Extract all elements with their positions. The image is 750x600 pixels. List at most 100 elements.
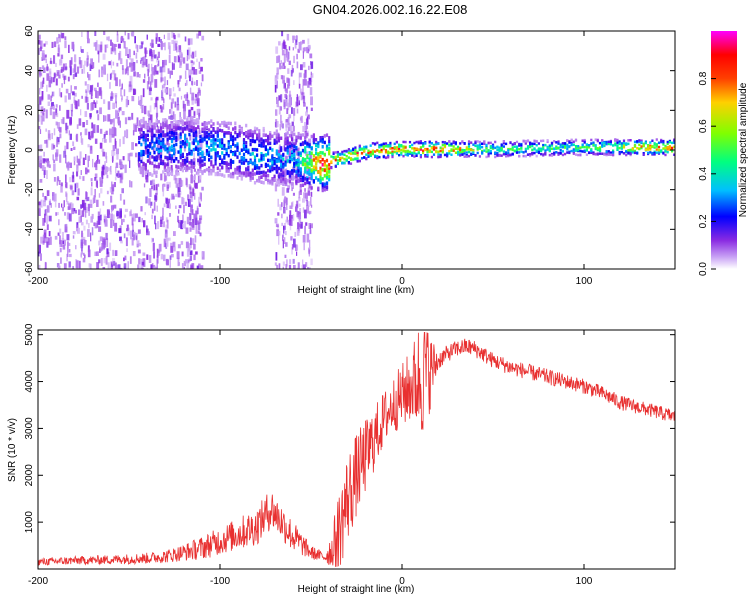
spectrogram-noise-cell	[178, 193, 181, 198]
spectrogram-ridge-cell	[201, 159, 204, 163]
spectrogram-noise-cell	[110, 213, 113, 221]
spectrogram-ridge-cell	[184, 141, 187, 145]
spectrogram-xlabel: Height of straight line (km)	[298, 285, 415, 296]
spectrogram-ridge-cell	[640, 141, 643, 144]
spectrogram-noise-cell	[163, 184, 165, 191]
spectrogram-noise-cell	[294, 43, 297, 49]
spectrogram-noise-cell	[65, 174, 67, 184]
spectrogram-ridge-cell	[223, 146, 226, 151]
spectrogram-noise-cell	[79, 151, 82, 159]
spectrogram-ridge-cell	[186, 139, 189, 144]
spectrogram-noise-cell	[87, 38, 90, 44]
spectrogram-noise-cell	[276, 67, 279, 75]
spectrogram-ridge-cell	[221, 160, 224, 164]
spectrogram-ridge-cell	[515, 148, 519, 152]
spectrogram-noise-cell	[94, 138, 98, 144]
spectrogram-noise-cell	[303, 242, 305, 251]
spectrogram-noise-cell	[38, 201, 41, 206]
spectrogram-noise-cell	[103, 67, 106, 75]
spectrogram-noise-cell	[170, 242, 173, 246]
spectrogram-ridge-cell	[190, 151, 193, 155]
spectrogram-noise-cell	[131, 142, 134, 150]
spectrogram-ridge-cell	[649, 144, 652, 147]
spectrogram-ridge-cell	[339, 153, 342, 156]
spectrogram-ridge-cell	[188, 132, 191, 137]
spectrogram-ridge-cell	[321, 186, 324, 191]
spectrogram-ridge-cell	[280, 165, 283, 169]
spectrogram-noise-cell	[89, 199, 93, 207]
spectrogram-ridge-cell	[548, 149, 551, 152]
spectrogram-ridge-cell	[267, 168, 270, 173]
spectrogram-ridge-cell	[247, 129, 250, 134]
spectrogram-noise-cell	[141, 64, 145, 68]
spectrogram-ridge-cell	[315, 166, 318, 170]
spectrogram-ridge-cell	[275, 140, 278, 144]
spectrogram-noise-cell	[138, 120, 142, 127]
spectrogram-noise-cell	[282, 261, 285, 266]
spectrogram-noise-cell	[277, 198, 279, 207]
spectrogram-ridge-cell	[395, 146, 398, 149]
spectrogram-noise-cell	[139, 130, 142, 135]
spectrogram-ridge-cell	[188, 142, 191, 146]
spectrogram-noise-cell	[115, 166, 117, 174]
spectrogram-ridge-cell	[616, 144, 619, 147]
spectrogram-noise-cell	[186, 55, 189, 62]
spectrogram-ridge-cell	[159, 148, 163, 153]
spectrogram-noise-cell	[84, 111, 88, 117]
spectrogram-noise-cell	[123, 89, 126, 97]
spectrogram-ridge-cell	[216, 172, 219, 177]
spectrogram-noise-cell	[141, 168, 145, 178]
spectrogram-noise-cell	[46, 190, 50, 196]
spectrogram-noise-cell	[148, 255, 152, 263]
spectrogram-noise-cell	[303, 73, 306, 79]
spectrogram-noise-cell	[55, 112, 59, 118]
spectrogram-ridge-cell	[666, 140, 669, 144]
spectrogram-noise-cell	[85, 206, 88, 213]
spectrogram-noise-cell	[86, 58, 89, 66]
spectrogram-noise-cell	[196, 80, 198, 86]
spectrogram-noise-cell	[59, 127, 62, 133]
spectrogram-noise-cell	[308, 46, 310, 52]
spectrogram-ridge-cell	[487, 149, 490, 152]
spectrogram-noise-cell	[140, 95, 143, 104]
spectrogram-noise-cell	[296, 53, 298, 60]
spectrogram-ridge-cell	[498, 149, 501, 153]
spectrogram-noise-cell	[112, 119, 114, 123]
spectrogram-ridge-cell	[566, 143, 569, 147]
spectrogram-noise-cell	[295, 140, 297, 145]
spectrogram-ridge-cell	[398, 143, 401, 147]
spectrogram-noise-cell	[124, 130, 127, 137]
spectrogram-ridge-cell	[321, 188, 324, 193]
spectrogram-noise-cell	[119, 159, 122, 165]
spectrogram-ridge-cell	[138, 140, 141, 145]
spectrogram-noise-cell	[306, 46, 309, 54]
spectrogram-ridge-cell	[319, 151, 322, 155]
spectrogram-ridge-cell	[258, 170, 261, 175]
spectrogram-noise-cell	[151, 67, 155, 75]
spectrogram-noise-cell	[46, 162, 49, 167]
spectrogram-ridge-cell	[140, 166, 143, 171]
spectrogram-ridge-cell	[234, 171, 237, 175]
spectrogram-noise-cell	[81, 68, 83, 74]
spectrogram-ridge-cell	[282, 179, 285, 183]
spectrogram-ridge-cell	[389, 151, 392, 154]
spectrogram-noise-cell	[73, 156, 76, 161]
snr-ytick-label: 5000	[24, 323, 35, 346]
snr-ytick-label: 3000	[24, 417, 35, 440]
spectrogram-ridge-cell	[223, 132, 226, 137]
spectrogram-noise-cell	[56, 177, 58, 186]
spectrogram-noise-cell	[117, 117, 120, 124]
spectrogram-ridge-cell	[286, 159, 289, 163]
spectrogram-ridge-cell	[378, 145, 381, 149]
spectrogram-noise-cell	[291, 244, 294, 250]
spectrogram-ridge-cell	[325, 166, 329, 171]
spectrogram-noise-cell	[106, 44, 109, 49]
spectrogram-noise-cell	[46, 241, 49, 248]
spectrogram-noise-cell	[310, 196, 312, 206]
spectrogram-ridge-cell	[251, 161, 254, 166]
spectrogram-ridge-cell	[308, 168, 311, 173]
spectrogram-ridge-cell	[625, 153, 628, 157]
spectrogram-noise-cell	[97, 211, 101, 221]
spectrogram-ridge-cell	[376, 156, 379, 160]
spectrogram-noise-cell	[134, 125, 138, 132]
